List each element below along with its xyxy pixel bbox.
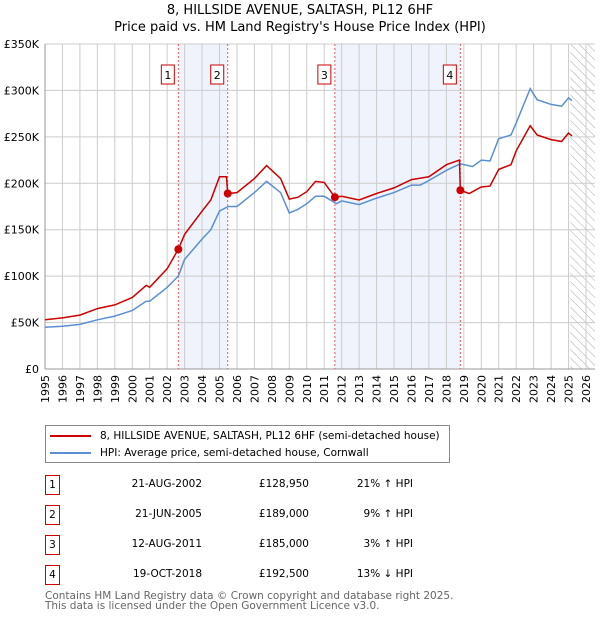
sale-point xyxy=(174,245,183,254)
sale-label-box xyxy=(210,64,225,85)
x-tick-label: 2019 xyxy=(458,375,471,403)
y-tick-label: £50K xyxy=(11,317,40,330)
x-tick-label: 1996 xyxy=(56,375,69,403)
legend: 8, HILLSIDE AVENUE, SALTASH, PL12 6HF (s… xyxy=(45,425,450,463)
legend-item-hpi: HPI: Average price, semi-detached house,… xyxy=(50,445,369,461)
x-tick-label: 1997 xyxy=(74,375,87,403)
table-row: 2 21-JUN-2005 £189,000 9% ↑ HPI xyxy=(45,505,465,525)
sale-label: 2 xyxy=(214,69,221,82)
sale-hpi-diff: 3% ↑ HPI xyxy=(363,538,413,550)
sale-date: 21-JUN-2005 xyxy=(135,508,202,520)
x-tick-label: 2011 xyxy=(318,375,331,403)
table-row: 4 19-OCT-2018 £192,500 13% ↓ HPI xyxy=(45,565,465,585)
x-tick-label: 2012 xyxy=(336,375,349,403)
y-tick-label: £250K xyxy=(4,131,40,144)
legend-swatch-property xyxy=(50,435,91,437)
x-tick-label: 2018 xyxy=(440,375,453,403)
chart-subtitle: Price paid vs. HM Land Registry's House … xyxy=(114,20,486,35)
legend-swatch-hpi xyxy=(50,452,91,454)
shaded-range xyxy=(178,44,228,369)
x-tick-label: 1998 xyxy=(91,375,104,403)
price-chart: 1995 1996 1997 1998 1999 2000 2001 2002 2003 2004… xyxy=(4,38,595,403)
table-row: 3 12-AUG-2011 £185,000 3% ↑ HPI xyxy=(45,535,465,555)
legend-label: 8, HILLSIDE AVENUE, SALTASH, PL12 6HF (s… xyxy=(100,430,440,442)
x-tick-label: 2001 xyxy=(144,375,157,403)
sale-label-box xyxy=(442,64,457,85)
x-tick-label: 2006 xyxy=(231,375,244,403)
sale-label: 3 xyxy=(321,69,328,82)
y-tick-label: £350K xyxy=(4,38,40,51)
sale-hpi-diff: 21% ↑ HPI xyxy=(356,478,413,490)
x-tick-label: 2003 xyxy=(179,375,192,403)
x-tick-label: 2025 xyxy=(563,375,576,403)
x-tick-label: 2004 xyxy=(196,375,209,403)
x-tick-label: 2014 xyxy=(371,375,384,403)
sale-number-badge: 1 xyxy=(45,475,60,495)
shaded-range xyxy=(334,44,461,369)
x-tick-label: 2005 xyxy=(214,375,227,403)
x-tick-label: 2000 xyxy=(126,375,139,403)
x-tick-label: 2022 xyxy=(510,375,523,403)
y-tick-label: £200K xyxy=(4,177,40,190)
x-tick-label: 2008 xyxy=(266,375,279,403)
sale-point xyxy=(456,186,465,195)
legend-item-property: 8, HILLSIDE AVENUE, SALTASH, PL12 6HF (s… xyxy=(50,428,440,444)
sale-point xyxy=(330,193,339,202)
y-tick-label: £100K xyxy=(4,270,40,283)
sale-number-badge: 3 xyxy=(45,535,60,555)
sale-number-badge: 4 xyxy=(45,565,60,585)
x-tick-label: 2010 xyxy=(301,375,314,403)
footer-copyright: Contains HM Land Registry data © Crown c… xyxy=(45,590,454,602)
x-tick-label: 2009 xyxy=(283,375,296,403)
sale-hpi-diff: 13% ↓ HPI xyxy=(356,568,413,580)
x-tick-label: 2017 xyxy=(423,375,436,403)
sale-label-box xyxy=(160,64,175,85)
table-row: 1 21-AUG-2002 £128,950 21% ↑ HPI xyxy=(45,475,465,495)
x-tick-label: 2002 xyxy=(161,375,174,403)
y-tick-label: £300K xyxy=(4,84,40,97)
sale-date: 21-AUG-2002 xyxy=(131,478,202,490)
x-tick-label: 2007 xyxy=(248,375,261,403)
legend-label: HPI: Average price, semi-detached house,… xyxy=(100,447,369,459)
sale-label-box xyxy=(317,64,332,85)
x-tick-label: 2021 xyxy=(493,375,506,403)
footer-licence: This data is licensed under the Open Gov… xyxy=(45,600,380,612)
sale-point xyxy=(223,189,232,198)
sale-price: £192,500 xyxy=(258,568,309,580)
y-tick-label: £0 xyxy=(25,363,39,376)
x-tick-label: 1999 xyxy=(109,375,122,403)
x-tick-label: 2026 xyxy=(580,375,593,403)
x-tick-label: 2015 xyxy=(388,375,401,403)
series-line xyxy=(44,124,573,321)
sale-date: 19-OCT-2018 xyxy=(133,568,202,580)
sale-label: 4 xyxy=(446,69,453,82)
sale-price: £128,950 xyxy=(258,478,309,490)
x-tick-label: 2013 xyxy=(353,375,366,403)
x-tick-label: 2023 xyxy=(528,375,541,403)
chart-title: 8, HILLSIDE AVENUE, SALTASH, PL12 6HF xyxy=(166,3,434,18)
x-tick-label: 2020 xyxy=(475,375,488,403)
x-tick-label: 1995 xyxy=(39,375,52,403)
series-line xyxy=(44,86,573,328)
sale-number-badge: 2 xyxy=(45,505,60,525)
sale-date: 12-AUG-2011 xyxy=(131,538,202,550)
x-tick-label: 2024 xyxy=(545,375,558,403)
forecast-hatch xyxy=(570,44,595,369)
y-tick-label: £150K xyxy=(4,224,40,237)
sale-hpi-diff: 9% ↑ HPI xyxy=(363,508,413,520)
sale-price: £185,000 xyxy=(258,538,309,550)
sale-label: 1 xyxy=(164,69,171,82)
sale-price: £189,000 xyxy=(258,508,309,520)
x-tick-label: 2016 xyxy=(405,375,418,403)
